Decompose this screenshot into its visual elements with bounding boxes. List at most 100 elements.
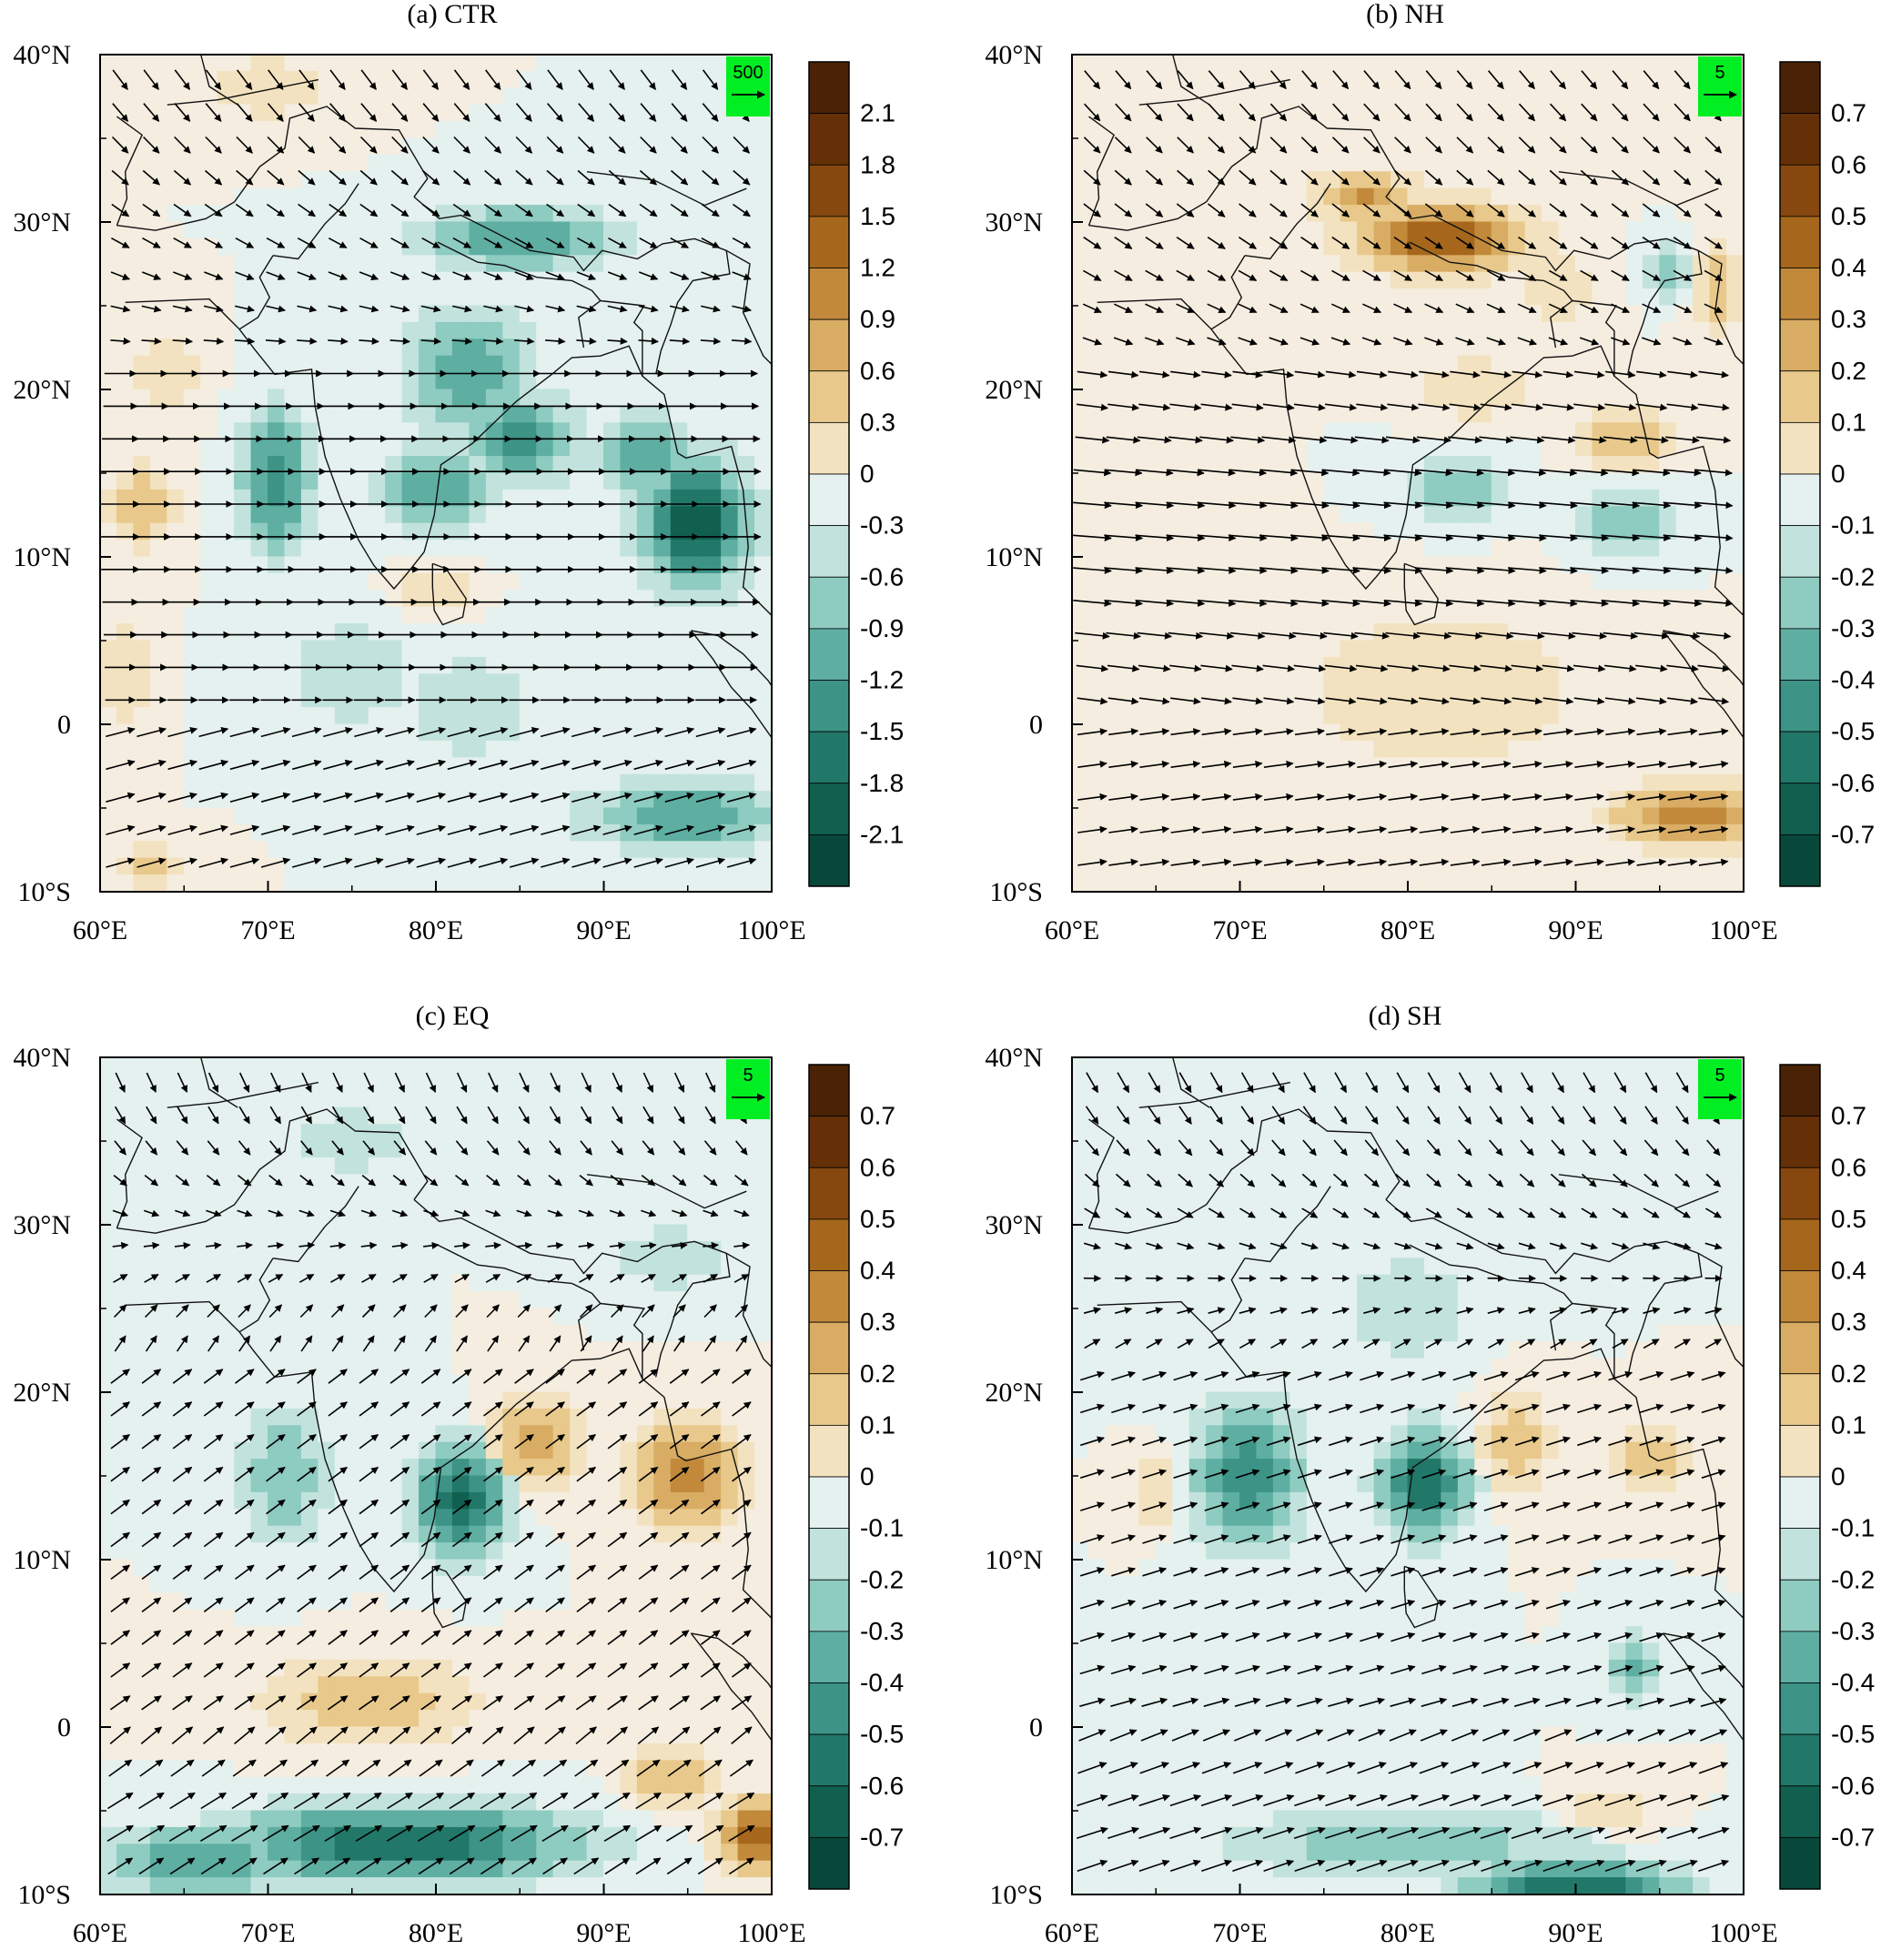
field-cell bbox=[502, 154, 521, 173]
colorbar-tick-label: 0.9 bbox=[860, 305, 895, 333]
field-cell bbox=[469, 405, 487, 424]
field-cell bbox=[1172, 556, 1190, 574]
field-cell bbox=[368, 640, 387, 658]
field-cell bbox=[300, 137, 319, 156]
field-cell bbox=[687, 690, 705, 709]
field-cell bbox=[116, 673, 135, 692]
field-cell bbox=[1340, 707, 1359, 725]
field-cell bbox=[284, 590, 302, 608]
field-cell bbox=[1659, 338, 1677, 357]
field-cell bbox=[149, 205, 168, 223]
field-cell bbox=[687, 137, 705, 156]
field-cell bbox=[116, 874, 135, 892]
field-cell bbox=[351, 121, 369, 139]
field-cell bbox=[1491, 171, 1510, 189]
field-cell bbox=[334, 590, 353, 608]
field-cell bbox=[217, 405, 236, 424]
field-cell bbox=[183, 522, 202, 541]
field-cell bbox=[620, 271, 638, 290]
field-cell bbox=[419, 673, 437, 692]
field-cell bbox=[1206, 874, 1224, 892]
field-cell bbox=[1474, 104, 1492, 123]
field-cell bbox=[351, 740, 369, 759]
field-cell bbox=[1289, 673, 1308, 692]
field-cell bbox=[1172, 372, 1190, 390]
field-cell bbox=[754, 623, 772, 642]
field-cell bbox=[1659, 874, 1677, 892]
field-cell bbox=[1441, 255, 1459, 273]
field-cell bbox=[1726, 656, 1744, 675]
field-cell bbox=[636, 472, 655, 490]
field-cell bbox=[687, 506, 705, 524]
field-cell bbox=[1222, 540, 1240, 558]
field-cell bbox=[351, 807, 369, 825]
field-cell bbox=[1087, 773, 1107, 793]
field-cell bbox=[100, 540, 117, 558]
field-cell bbox=[1508, 187, 1526, 207]
field-cell bbox=[1575, 556, 1593, 574]
field-cell bbox=[620, 288, 638, 307]
field-cell bbox=[1289, 506, 1308, 524]
field-cell bbox=[1340, 590, 1359, 608]
field-cell bbox=[1340, 773, 1359, 793]
field-cell bbox=[502, 472, 521, 490]
field-cell bbox=[351, 422, 369, 440]
field-cell bbox=[217, 590, 236, 608]
field-cell bbox=[1508, 857, 1526, 876]
field-cell bbox=[1121, 55, 1140, 72]
field-cell bbox=[149, 673, 168, 692]
field-cell bbox=[1306, 540, 1325, 558]
field-cell bbox=[721, 372, 739, 390]
field-cell bbox=[469, 506, 487, 524]
field-cell bbox=[754, 205, 772, 223]
field-cell bbox=[300, 522, 319, 541]
field-cell bbox=[1289, 389, 1308, 407]
field-cell bbox=[536, 255, 554, 273]
field-cell bbox=[385, 288, 403, 307]
field-cell bbox=[1306, 321, 1325, 340]
field-cell bbox=[620, 757, 638, 775]
field-cell bbox=[1407, 590, 1425, 608]
field-cell bbox=[1357, 439, 1375, 458]
field-cell bbox=[703, 874, 723, 892]
field-cell bbox=[217, 572, 236, 591]
field-cell bbox=[1340, 690, 1359, 709]
field-cell bbox=[1323, 205, 1341, 223]
field-cell bbox=[250, 623, 268, 642]
field-cell bbox=[1407, 841, 1425, 859]
field-cell bbox=[1693, 807, 1711, 825]
field-cell bbox=[1087, 422, 1107, 440]
field-cell bbox=[183, 237, 202, 257]
field-cell bbox=[133, 556, 151, 574]
field-cell bbox=[1457, 121, 1476, 139]
field-cell bbox=[1693, 623, 1711, 642]
field-cell bbox=[284, 522, 302, 541]
field-cell bbox=[1391, 321, 1409, 340]
field-cell bbox=[703, 87, 723, 106]
field-cell bbox=[268, 572, 286, 591]
field-cell bbox=[570, 590, 588, 608]
field-cell bbox=[1508, 773, 1526, 793]
lat-tick-label: 10°N bbox=[13, 542, 71, 572]
field-cell bbox=[1306, 857, 1325, 876]
field-cell bbox=[200, 171, 218, 189]
field-cell bbox=[1508, 807, 1526, 825]
field-cell bbox=[1675, 857, 1694, 876]
field-cell bbox=[419, 489, 437, 508]
field-cell bbox=[1373, 187, 1392, 207]
field-cell bbox=[670, 137, 689, 156]
field-cell bbox=[385, 556, 403, 574]
field-cell bbox=[1087, 791, 1107, 809]
field-cell bbox=[133, 522, 151, 541]
field-cell bbox=[149, 154, 168, 173]
field-cell bbox=[737, 656, 756, 675]
field-cell bbox=[318, 874, 336, 892]
field-cell bbox=[133, 154, 151, 173]
field-cell bbox=[1239, 255, 1258, 273]
field-cell bbox=[737, 137, 756, 156]
field-cell bbox=[1659, 807, 1677, 825]
field-cell bbox=[570, 841, 588, 859]
field-cell bbox=[519, 640, 538, 658]
field-cell bbox=[1121, 472, 1140, 490]
field-cell bbox=[217, 807, 236, 825]
